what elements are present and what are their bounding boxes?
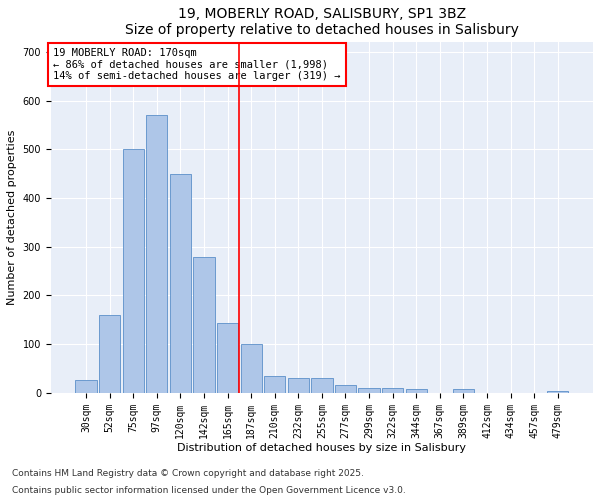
Title: 19, MOBERLY ROAD, SALISBURY, SP1 3BZ
Size of property relative to detached house: 19, MOBERLY ROAD, SALISBURY, SP1 3BZ Siz… — [125, 7, 519, 37]
Bar — [453, 389, 474, 392]
Bar — [170, 174, 191, 392]
Text: Contains public sector information licensed under the Open Government Licence v3: Contains public sector information licen… — [12, 486, 406, 495]
Bar — [217, 323, 238, 392]
Bar — [406, 389, 427, 392]
Text: Contains HM Land Registry data © Crown copyright and database right 2025.: Contains HM Land Registry data © Crown c… — [12, 468, 364, 477]
Bar — [311, 378, 332, 392]
Bar — [358, 388, 380, 392]
Bar — [122, 150, 144, 392]
Bar — [99, 314, 120, 392]
Bar — [287, 378, 309, 392]
Bar — [264, 376, 286, 392]
X-axis label: Distribution of detached houses by size in Salisbury: Distribution of detached houses by size … — [178, 443, 466, 453]
Bar — [382, 388, 403, 392]
Bar — [146, 116, 167, 392]
Bar — [76, 380, 97, 392]
Bar — [241, 344, 262, 393]
Text: 19 MOBERLY ROAD: 170sqm
← 86% of detached houses are smaller (1,998)
14% of semi: 19 MOBERLY ROAD: 170sqm ← 86% of detache… — [53, 48, 341, 81]
Y-axis label: Number of detached properties: Number of detached properties — [7, 130, 17, 305]
Bar — [193, 258, 215, 392]
Bar — [547, 390, 568, 392]
Bar — [335, 385, 356, 392]
